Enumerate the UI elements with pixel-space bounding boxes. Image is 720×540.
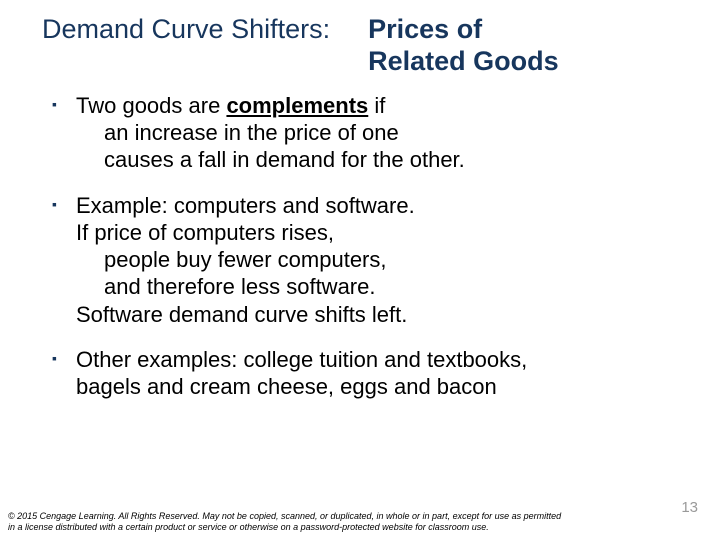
bullet-1-keyword: complements: [226, 93, 368, 118]
bullet-2-line2: If price of computers rises,: [76, 220, 334, 245]
bullet-2-line4: and therefore less software.: [104, 273, 680, 300]
bullet-2-line3: people buy fewer computers,: [104, 246, 680, 273]
bullet-marker-icon: ▪: [52, 350, 57, 367]
bullet-2-line1: Example: computers and software.: [76, 193, 415, 218]
copyright-footer: © 2015 Cengage Learning. All Rights Rese…: [8, 511, 568, 532]
page-number: 13: [681, 499, 698, 516]
title-right-line1: Prices of: [368, 14, 482, 44]
bullet-list: ▪ Two goods are complements if an increa…: [52, 92, 680, 401]
bullet-3: ▪ Other examples: college tuition and te…: [52, 346, 680, 401]
bullet-3-line1: Other examples: college tuition and text…: [76, 347, 527, 372]
bullet-1-line2: an increase in the price of one: [104, 119, 680, 146]
title-right-line2: Related Goods: [368, 46, 559, 76]
slide: Demand Curve Shifters: Prices of Related…: [0, 0, 720, 540]
bullet-2: ▪ Example: computers and software. If pr…: [52, 192, 680, 328]
bullet-1: ▪ Two goods are complements if an increa…: [52, 92, 680, 174]
slide-title: Demand Curve Shifters: Prices of Related…: [42, 14, 696, 78]
bullet-marker-icon: ▪: [52, 96, 57, 113]
title-left: Demand Curve Shifters:: [42, 14, 368, 45]
bullet-2-line5: Software demand curve shifts left.: [76, 302, 407, 327]
bullet-1-pre: Two goods are: [76, 93, 226, 118]
bullet-1-line3: causes a fall in demand for the other.: [104, 146, 680, 173]
bullet-marker-icon: ▪: [52, 196, 57, 213]
bullet-1-post: if: [368, 93, 385, 118]
bullet-3-line2: bagels and cream cheese, eggs and bacon: [76, 374, 497, 399]
title-right: Prices of Related Goods: [368, 14, 559, 78]
